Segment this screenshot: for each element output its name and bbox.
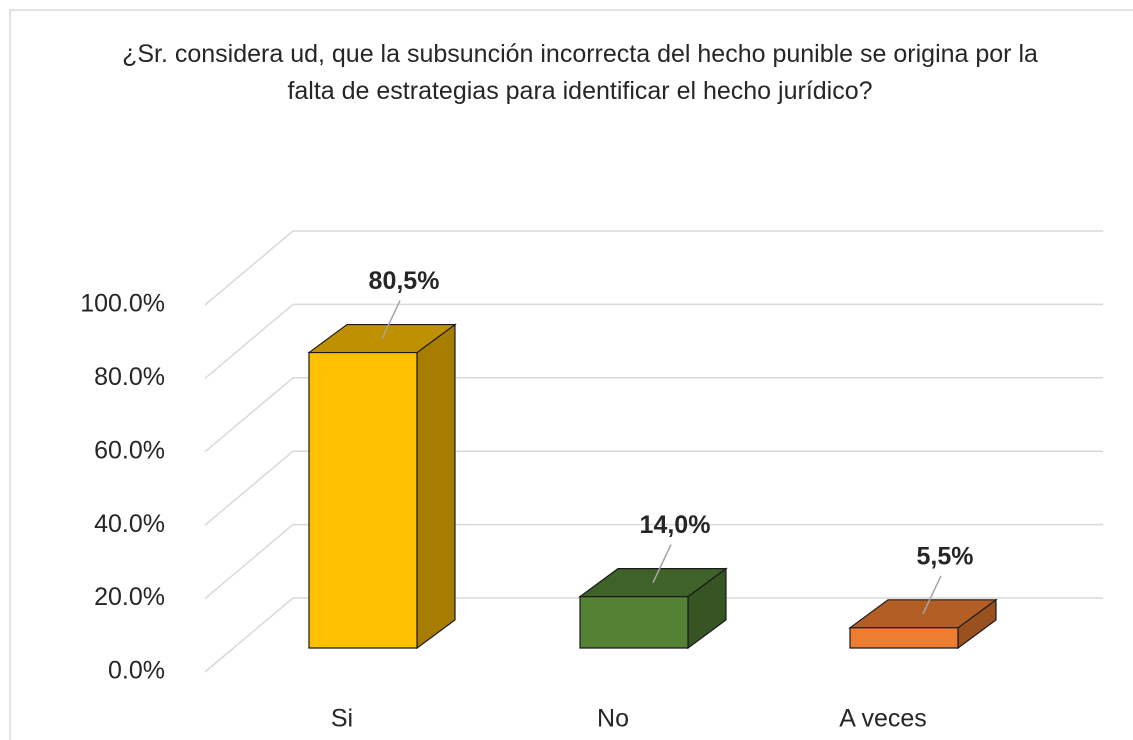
value-label: 14,0% <box>640 511 711 539</box>
bar-front <box>308 351 418 649</box>
grid-line <box>204 450 294 526</box>
value-label: 5,5% <box>917 542 974 570</box>
grid-line <box>204 303 294 379</box>
grid-line <box>204 377 294 453</box>
bar <box>307 323 457 650</box>
grid-line <box>204 524 294 600</box>
y-tick-label: 80.0% <box>94 363 165 391</box>
grid-line <box>204 597 294 673</box>
y-tick-label: 40.0% <box>94 510 165 538</box>
chart-border <box>9 9 1133 740</box>
y-tick-label: 20.0% <box>94 583 165 611</box>
y-tick-label: 60.0% <box>94 436 165 464</box>
bar-front <box>849 627 959 649</box>
grid-line <box>204 230 294 306</box>
bar-side <box>416 323 456 650</box>
bar <box>848 598 998 650</box>
leader-line <box>922 575 942 615</box>
bar-front <box>579 596 689 649</box>
leader-line <box>652 544 672 583</box>
chart-title: ¿Sr. considera ud, que la subsunción inc… <box>122 40 1038 105</box>
x-tick-label: A veces <box>839 705 927 733</box>
x-tick-label: Si <box>331 705 353 733</box>
y-tick-label: 100.0% <box>80 290 165 318</box>
y-tick-label: 0.0% <box>108 657 165 685</box>
bar <box>578 567 728 650</box>
value-label: 80,5% <box>369 267 440 295</box>
leader-line <box>381 300 401 339</box>
x-tick-label: No <box>597 705 629 733</box>
